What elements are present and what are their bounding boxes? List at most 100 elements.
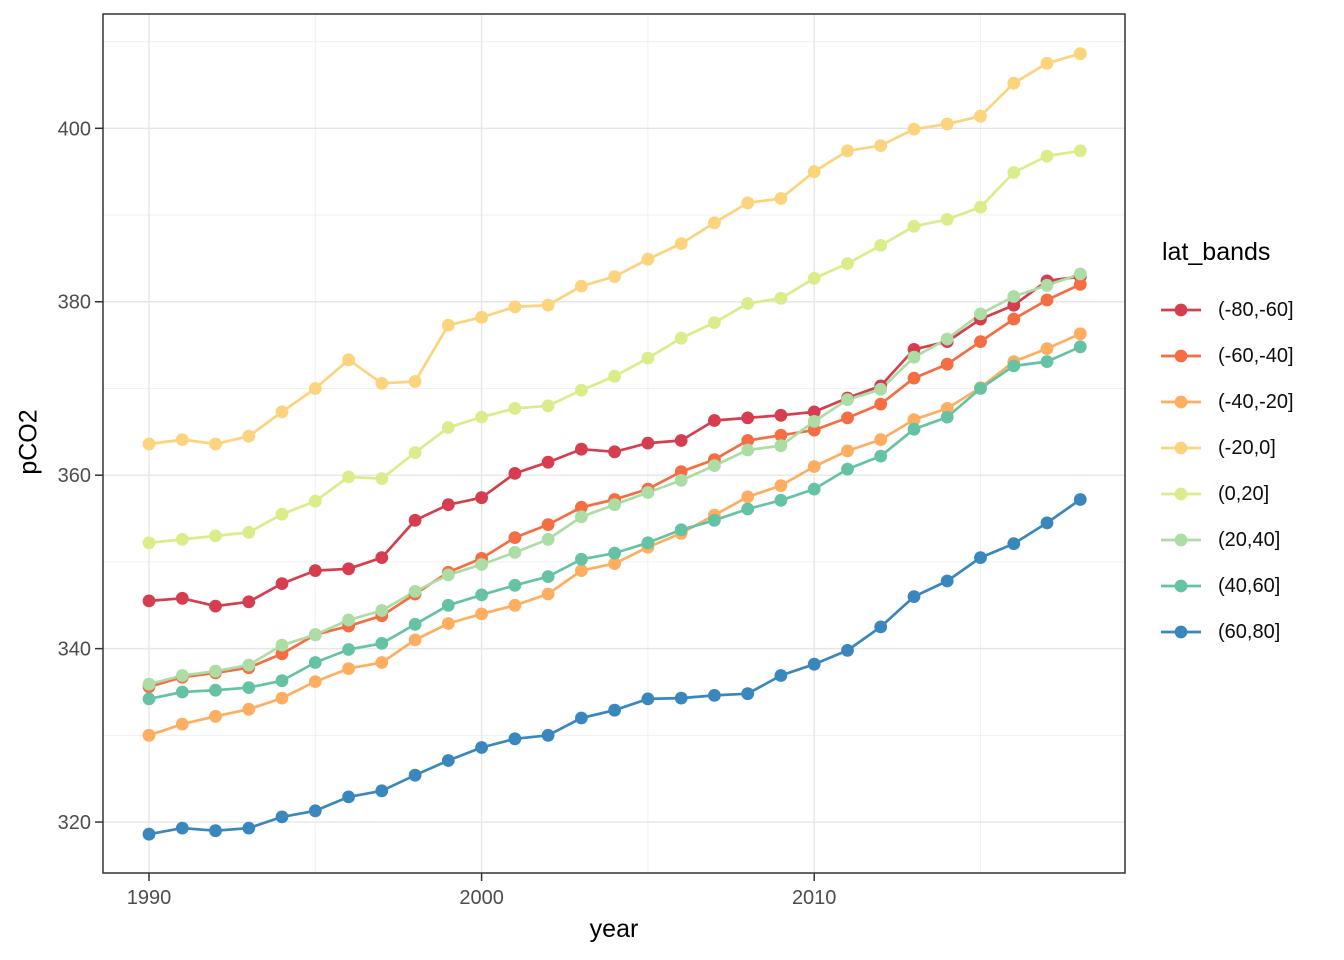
series-point-(-40,-20]	[907, 413, 921, 427]
legend-item-(-40,-20]: (-40,-20]	[1160, 379, 1294, 425]
series-point-(-40,-20]	[375, 656, 389, 669]
series-point-(-20,0]	[940, 117, 954, 131]
series-point-(20,40]	[242, 658, 256, 672]
series-point-(-60,-40]	[1040, 293, 1054, 307]
series-point-(-80,-60]	[608, 445, 621, 459]
series-point-(40,60]	[242, 681, 256, 694]
series-point-(40,60]	[807, 482, 821, 496]
series-point-(60,80]	[940, 574, 954, 588]
series-point-(40,60]	[674, 523, 688, 537]
legend-key-line-icon	[1161, 441, 1201, 455]
series-point-(0,20]	[608, 369, 621, 383]
series-point-(-80,-60]	[741, 411, 755, 425]
series-point-(-60,-40]	[907, 371, 921, 385]
series-point-(-80,-60]	[209, 599, 222, 613]
series-point-(0,20]	[774, 291, 788, 305]
series-point-(0,20]	[741, 297, 755, 310]
series-point-(-60,-40]	[741, 434, 755, 447]
series-point-(-40,-20]	[275, 691, 289, 705]
series-point-(20,40]	[375, 604, 389, 617]
series-point-(40,60]	[175, 685, 189, 699]
series-point-(-20,0]	[408, 375, 422, 388]
series-point-(-80,-60]	[242, 595, 256, 609]
series-point-(-40,-20]	[741, 490, 755, 504]
series-point-(60,80]	[774, 669, 788, 682]
series-point-(40,60]	[841, 462, 854, 476]
series-point-(0,20]	[641, 351, 655, 365]
series-point-(-20,0]	[708, 216, 721, 230]
legend-item-label: (40,60]	[1218, 574, 1281, 597]
series-point-(60,80]	[1073, 493, 1087, 506]
series-point-(60,80]	[907, 590, 921, 603]
series-point-(60,80]	[974, 551, 987, 564]
legend-title: lat_bands	[1162, 238, 1271, 266]
panel-border	[102, 13, 1126, 874]
series-point-(60,80]	[575, 711, 588, 725]
series-point-(-20,0]	[541, 298, 555, 312]
series-point-(-20,0]	[209, 437, 222, 451]
legend-key-line-icon	[1161, 303, 1201, 317]
series-point-(-60,-40]	[541, 518, 555, 531]
series-point-(-40,-20]	[1073, 327, 1087, 341]
series-point-(40,60]	[308, 656, 322, 669]
series-point-(40,60]	[408, 617, 422, 631]
series-point-(60,80]	[1007, 537, 1021, 551]
series-point-(-40,-20]	[475, 607, 488, 621]
legend-items: (-80,-60] (-60,-40] (-40,-20] (-20,0] (0,20]…	[1160, 287, 1294, 655]
series-point-(60,80]	[441, 754, 455, 767]
series-point-(-20,0]	[142, 437, 156, 451]
series-point-(-60,-40]	[575, 500, 588, 514]
series-point-(0,20]	[1007, 166, 1021, 179]
series-point-(60,80]	[475, 741, 488, 754]
series-point-(-20,0]	[342, 353, 355, 367]
series-point-(-60,-40]	[940, 357, 954, 371]
y-tick-label: 320	[58, 812, 91, 834]
series-point-(-60,-40]	[841, 411, 854, 425]
series-point-(60,80]	[142, 827, 156, 841]
series-point-(-40,-20]	[841, 444, 854, 458]
series-point-(-80,-60]	[708, 414, 721, 427]
series-point-(-20,0]	[907, 122, 921, 136]
series-point-(-80,-60]	[308, 564, 322, 577]
series-point-(0,20]	[575, 383, 588, 397]
series-point-(60,80]	[308, 804, 322, 818]
series-point-(-80,-60]	[441, 498, 455, 512]
legend-item-(-80,-60]: (-80,-60]	[1160, 287, 1294, 333]
series-point-(-20,0]	[774, 192, 788, 205]
legend-item-label: (-60,-40]	[1218, 344, 1294, 367]
series-point-(40,60]	[342, 643, 355, 656]
series-point-(20,40]	[575, 510, 588, 524]
series-point-(-80,-60]	[641, 436, 655, 450]
series-point-(-80,-60]	[408, 513, 422, 527]
series-point-(-40,-20]	[807, 460, 821, 473]
series-point-(60,80]	[209, 824, 222, 838]
series-point-(20,40]	[741, 443, 755, 457]
x-tick-label: 1990	[127, 887, 172, 909]
series-point-(-20,0]	[475, 310, 488, 324]
series-point-(-80,-60]	[142, 594, 156, 608]
series-point-(20,40]	[508, 546, 522, 559]
legend-item-label: (60,80]	[1218, 620, 1281, 643]
series-point-(20,40]	[308, 628, 322, 642]
y-tick-label: 340	[58, 639, 91, 661]
x-tick-label: 2000	[459, 887, 504, 909]
series-point-(40,60]	[1040, 355, 1054, 368]
series-point-(40,60]	[475, 588, 488, 602]
series-point-(40,60]	[275, 674, 289, 688]
legend-key-line-icon	[1161, 349, 1201, 363]
series-point-(-40,-20]	[874, 433, 888, 446]
legend-item-label: (-80,-60]	[1218, 298, 1294, 321]
legend-key-line-icon	[1161, 533, 1201, 547]
legend-item-label: (-20,0]	[1218, 436, 1276, 459]
series-point-(-60,-40]	[1073, 278, 1087, 291]
series-point-(-80,-60]	[175, 591, 189, 605]
series-point-(0,20]	[175, 533, 189, 546]
series-point-(40,60]	[608, 546, 621, 560]
series-point-(60,80]	[674, 691, 688, 705]
series-point-(0,20]	[907, 219, 921, 233]
series-point-(-80,-60]	[774, 408, 788, 422]
series-point-(40,60]	[441, 598, 455, 612]
series-point-(-20,0]	[974, 109, 987, 123]
legend-item-(-60,-40]: (-60,-40]	[1160, 333, 1294, 379]
series-point-(60,80]	[275, 810, 289, 824]
